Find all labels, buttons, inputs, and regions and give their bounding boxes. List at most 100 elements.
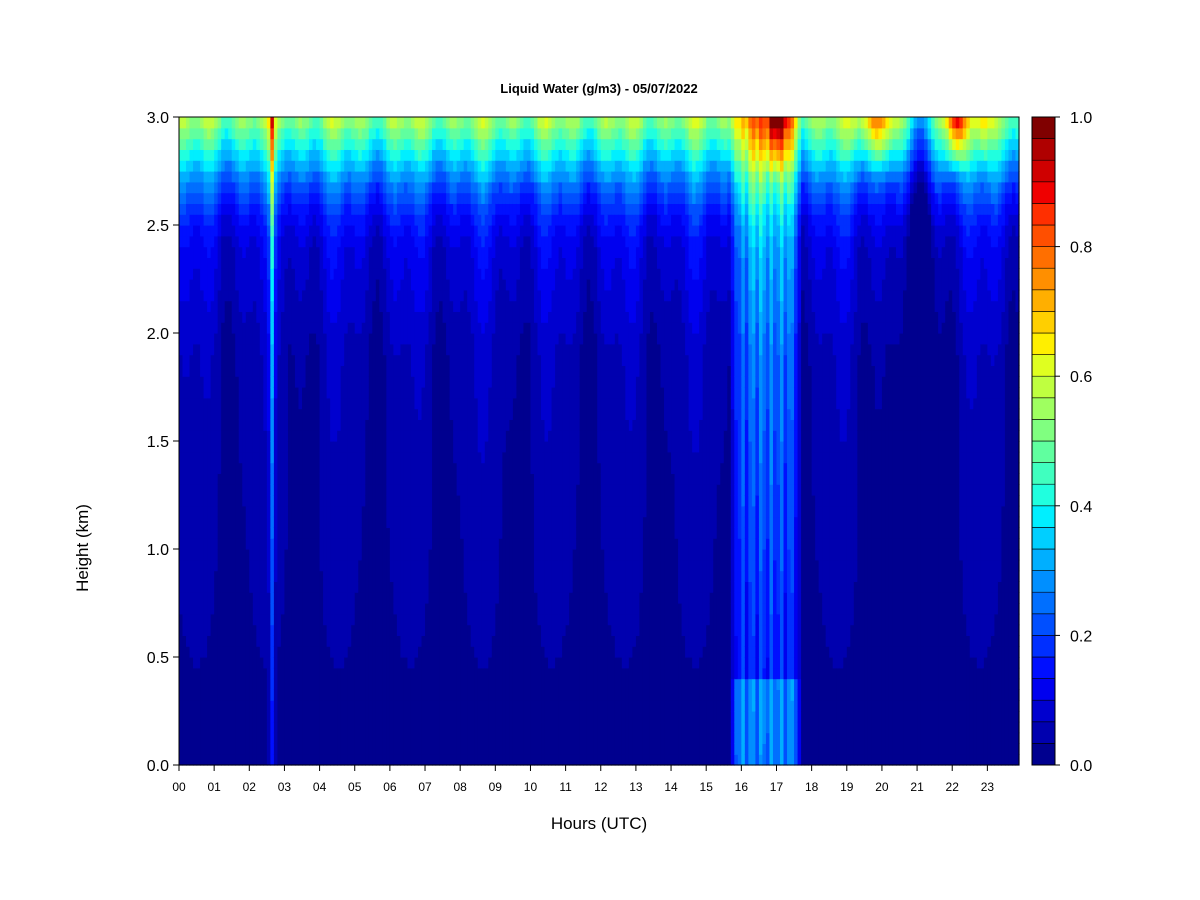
heatmap-cell bbox=[432, 322, 437, 334]
heatmap-cell bbox=[231, 721, 236, 734]
heatmap-cell bbox=[231, 257, 236, 269]
heatmap-cell bbox=[393, 214, 398, 226]
heatmap-cell bbox=[414, 527, 419, 539]
heatmap-cell bbox=[407, 581, 412, 593]
heatmap-cell bbox=[435, 613, 440, 626]
heatmap-cell bbox=[347, 657, 352, 669]
heatmap-cell bbox=[280, 430, 286, 442]
heatmap-cell bbox=[432, 257, 437, 269]
heatmap-cell bbox=[361, 721, 366, 734]
heatmap-cell bbox=[463, 441, 468, 453]
heatmap-cell bbox=[294, 117, 300, 129]
heatmap-cell bbox=[333, 516, 338, 528]
heatmap-cell bbox=[242, 473, 247, 485]
heatmap-cell bbox=[396, 192, 402, 204]
heatmap-cell bbox=[200, 441, 205, 453]
heatmap-cell bbox=[330, 462, 335, 474]
heatmap-cell bbox=[266, 387, 271, 399]
heatmap-cell bbox=[238, 235, 243, 248]
heatmap-cell bbox=[323, 430, 328, 442]
heatmap-cell bbox=[252, 559, 257, 572]
heatmap-cell bbox=[277, 678, 282, 690]
heatmap-cell bbox=[351, 311, 356, 323]
heatmap-cell bbox=[375, 160, 380, 172]
heatmap-cell bbox=[393, 333, 398, 345]
heatmap-cell bbox=[259, 311, 264, 323]
heatmap-cell bbox=[179, 657, 184, 669]
heatmap-cell bbox=[396, 127, 402, 140]
heatmap-cell bbox=[196, 484, 201, 496]
heatmap-cell bbox=[316, 441, 321, 453]
heatmap-cell bbox=[463, 559, 468, 572]
heatmap-cell bbox=[326, 581, 331, 593]
heatmap-cell bbox=[287, 721, 293, 734]
heatmap-cell bbox=[266, 322, 271, 334]
heatmap-cell bbox=[379, 570, 384, 582]
heatmap-cell bbox=[439, 711, 444, 723]
heatmap-cell bbox=[252, 581, 257, 593]
heatmap-cell bbox=[340, 376, 345, 388]
heatmap-cell bbox=[319, 516, 324, 528]
heatmap-cell bbox=[358, 235, 363, 248]
heatmap-cell bbox=[463, 603, 468, 615]
heatmap-cell bbox=[259, 419, 264, 431]
heatmap-cell bbox=[238, 559, 243, 572]
heatmap-cell bbox=[235, 711, 240, 723]
heatmap-cell bbox=[312, 246, 317, 258]
heatmap-cell bbox=[365, 592, 370, 604]
heatmap-cell bbox=[231, 192, 236, 204]
heatmap-cell bbox=[302, 721, 307, 734]
heatmap-cell bbox=[449, 257, 454, 269]
heatmap-cell bbox=[365, 559, 370, 572]
heatmap-cell bbox=[456, 138, 461, 150]
heatmap-cell bbox=[382, 603, 387, 615]
heatmap-cell bbox=[249, 192, 254, 204]
heatmap-cell bbox=[270, 657, 275, 669]
heatmap-cell bbox=[463, 117, 468, 129]
heatmap-cell bbox=[344, 657, 349, 669]
heatmap-cell bbox=[389, 635, 394, 647]
heatmap-cell bbox=[326, 419, 331, 431]
heatmap-cell bbox=[298, 495, 303, 507]
heatmap-cell bbox=[407, 322, 412, 334]
heatmap-cell bbox=[344, 689, 349, 701]
heatmap-cell bbox=[284, 289, 289, 302]
heatmap-cell bbox=[182, 289, 187, 302]
heatmap-cell bbox=[273, 322, 279, 334]
heatmap-cell bbox=[179, 343, 184, 356]
heatmap-cell bbox=[403, 451, 409, 464]
heatmap-cell bbox=[442, 214, 447, 226]
heatmap-cell bbox=[284, 451, 289, 464]
heatmap-cell bbox=[228, 354, 233, 366]
heatmap-cell bbox=[203, 441, 208, 453]
heatmap-cell bbox=[242, 451, 247, 464]
heatmap-cell bbox=[375, 527, 380, 539]
heatmap-cell bbox=[358, 408, 363, 420]
heatmap-cell bbox=[337, 171, 342, 183]
heatmap-cell bbox=[389, 559, 394, 572]
heatmap-cell bbox=[287, 549, 293, 561]
heatmap-cell bbox=[442, 149, 447, 161]
heatmap-cell bbox=[305, 559, 310, 572]
heatmap-cell bbox=[259, 387, 264, 399]
heatmap-cell bbox=[259, 138, 264, 150]
heatmap-cell bbox=[189, 300, 194, 312]
heatmap-cell bbox=[368, 559, 373, 572]
heatmap-cell bbox=[231, 516, 236, 528]
heatmap-cell bbox=[256, 700, 261, 712]
heatmap-cell bbox=[249, 678, 254, 690]
heatmap-cell bbox=[259, 257, 264, 269]
heatmap-cell bbox=[266, 138, 271, 150]
heatmap-cell bbox=[379, 214, 384, 226]
heatmap-cell bbox=[326, 678, 331, 690]
heatmap-cell bbox=[453, 473, 458, 485]
heatmap-cell bbox=[245, 754, 250, 766]
heatmap-cell bbox=[319, 592, 324, 604]
heatmap-cell bbox=[442, 646, 447, 658]
heatmap-cell bbox=[186, 451, 191, 464]
heatmap-cell bbox=[368, 387, 373, 399]
heatmap-cell bbox=[196, 441, 201, 453]
heatmap-cell bbox=[323, 127, 328, 140]
heatmap-cell bbox=[432, 127, 437, 140]
heatmap-cell bbox=[467, 300, 472, 312]
